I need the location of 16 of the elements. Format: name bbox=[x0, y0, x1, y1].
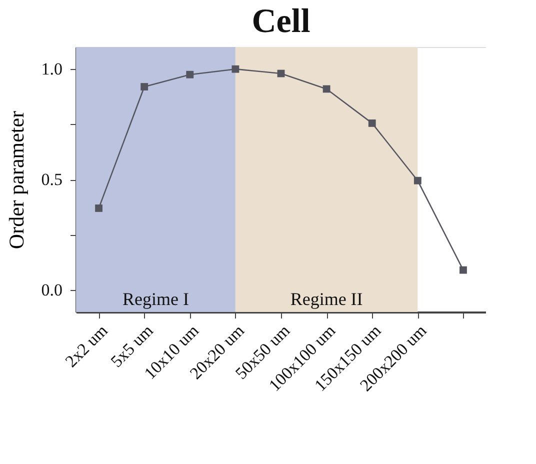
y-axis-title: Order parameter bbox=[4, 110, 28, 250]
x-tick-label: 2x2 um bbox=[61, 321, 112, 371]
point bbox=[460, 266, 467, 274]
y-tick-label: 0.5 bbox=[41, 170, 62, 189]
chart-title: Cell bbox=[252, 3, 310, 40]
point bbox=[186, 70, 194, 78]
band-label: Regime II bbox=[290, 289, 363, 309]
point bbox=[140, 83, 148, 90]
y-tick-label: 1.0 bbox=[41, 60, 62, 79]
y-tick-label: 0.0 bbox=[41, 280, 62, 300]
point bbox=[232, 65, 240, 73]
point bbox=[322, 85, 330, 93]
point bbox=[368, 119, 376, 127]
point bbox=[414, 176, 422, 184]
band-label: Regime I bbox=[122, 289, 189, 309]
point bbox=[95, 204, 102, 212]
